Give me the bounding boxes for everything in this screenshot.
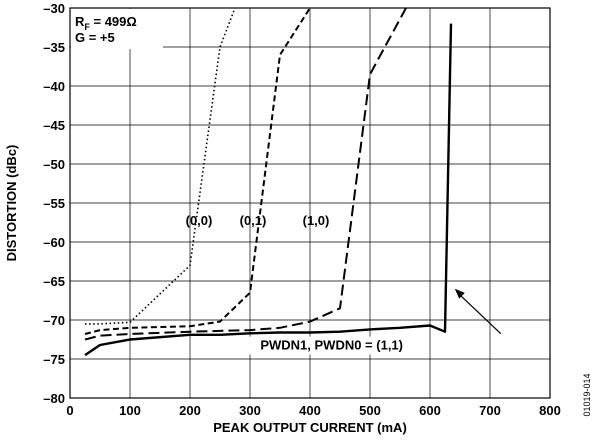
- x-tick-label: 400: [299, 403, 321, 418]
- x-tick-label: 800: [539, 403, 561, 418]
- gain-condition: G = +5: [75, 30, 115, 45]
- figure-id: 01019-014: [582, 373, 592, 416]
- x-tick-label: 100: [119, 403, 141, 418]
- y-axis-label: DISTORTION (dBc): [4, 145, 19, 262]
- conditions-background: [71, 9, 163, 49]
- series-line-pwdn1-pwdn0-1-1: [84, 23, 453, 357]
- curve-labels: (0,0) (0,1) (1,0): [186, 213, 330, 228]
- x-tick-label: 700: [479, 403, 501, 418]
- curve-label: (0,0): [186, 213, 213, 228]
- x-tick-label: 600: [419, 403, 441, 418]
- annotation-label-background: [225, 336, 407, 355]
- y-tick-label: –80: [43, 391, 65, 406]
- y-tick-labels: –30 –35 –40 –45 –50 –55 –60 –65 –70 –75 –80: [43, 1, 65, 406]
- plot-frame: [69, 7, 551, 399]
- y-tick-label: –55: [43, 196, 65, 211]
- x-tick-label: 500: [359, 403, 381, 418]
- annotation-label-pwdn: PWDN1, PWDN0 = (1,1): [260, 338, 403, 353]
- y-tick-label: –40: [43, 79, 65, 94]
- x-tick-label: 300: [239, 403, 261, 418]
- series-line-0-1: [84, 7, 311, 335]
- y-tick-label: –35: [43, 40, 65, 55]
- y-tick-label: –75: [43, 352, 65, 367]
- rf-condition: RF = 499Ω: [75, 14, 137, 32]
- x-tick-label: 0: [66, 403, 73, 418]
- curve-label: (0,1): [240, 213, 267, 228]
- series-line-1-0: [84, 7, 407, 341]
- x-tick-label: 200: [179, 403, 201, 418]
- x-axis-label: PEAK OUTPUT CURRENT (mA): [213, 420, 407, 435]
- y-tick-label: –50: [43, 157, 65, 172]
- y-tick-label: –45: [43, 118, 65, 133]
- curve-label: (1,0): [303, 213, 330, 228]
- y-tick-label: –30: [43, 1, 65, 16]
- annotation-arrow-line: [459, 294, 502, 335]
- grid-lines: [70, 8, 550, 398]
- annotation-arrow-head: [454, 288, 465, 299]
- series-line-0-0: [85, 7, 236, 325]
- y-tick-label: –60: [43, 235, 65, 250]
- y-tick-label: –70: [43, 313, 65, 328]
- data-series: [84, 7, 453, 357]
- x-tick-labels: 0 100 200 300 400 500 600 700 800: [66, 403, 560, 418]
- y-tick-label: –65: [43, 274, 65, 289]
